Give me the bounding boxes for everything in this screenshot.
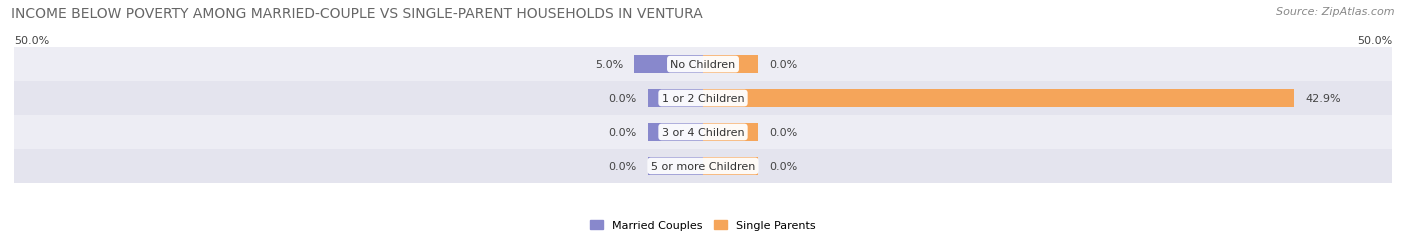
Text: 50.0%: 50.0% [14,36,49,46]
Bar [14,149,1392,183]
Text: 0.0%: 0.0% [609,94,637,103]
Text: 0.0%: 0.0% [769,161,797,171]
Text: 50.0%: 50.0% [1357,36,1392,46]
Text: INCOME BELOW POVERTY AMONG MARRIED-COUPLE VS SINGLE-PARENT HOUSEHOLDS IN VENTURA: INCOME BELOW POVERTY AMONG MARRIED-COUPL… [11,7,703,21]
Text: 5.0%: 5.0% [595,60,623,70]
Text: Source: ZipAtlas.com: Source: ZipAtlas.com [1277,7,1395,17]
Text: 0.0%: 0.0% [609,128,637,137]
Bar [703,157,758,175]
Legend: Married Couples, Single Parents: Married Couples, Single Parents [586,215,820,231]
Bar [14,82,1392,116]
Text: 0.0%: 0.0% [769,128,797,137]
Text: 0.0%: 0.0% [769,60,797,70]
Bar [703,56,758,74]
Bar [703,90,1294,107]
Text: 42.9%: 42.9% [1305,94,1341,103]
Bar [14,48,1392,82]
Bar [703,124,758,141]
Text: No Children: No Children [671,60,735,70]
Text: 5 or more Children: 5 or more Children [651,161,755,171]
Bar [648,157,703,175]
Bar [14,116,1392,149]
Text: 3 or 4 Children: 3 or 4 Children [662,128,744,137]
Text: 1 or 2 Children: 1 or 2 Children [662,94,744,103]
Bar [648,124,703,141]
Bar [648,90,703,107]
Bar [634,56,703,74]
Text: 0.0%: 0.0% [609,161,637,171]
